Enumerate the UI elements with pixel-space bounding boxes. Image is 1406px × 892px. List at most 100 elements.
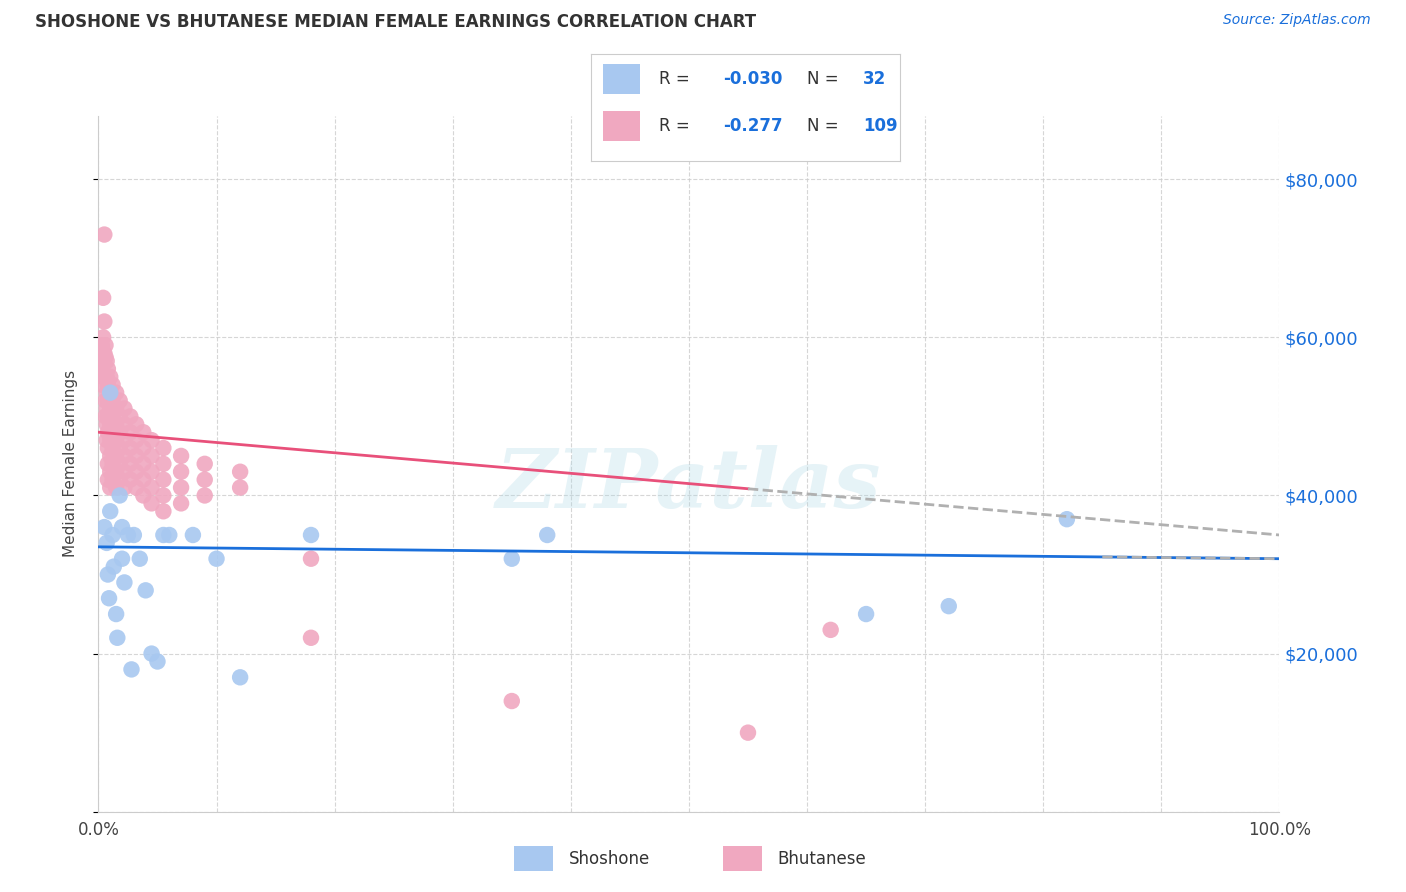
Point	[141, 465, 163, 479]
Point	[125, 465, 148, 479]
Point	[94, 370, 117, 384]
Point	[108, 409, 131, 424]
Point	[132, 488, 155, 502]
Point	[855, 607, 877, 621]
Point	[125, 481, 148, 495]
Point	[91, 291, 114, 305]
Point	[98, 370, 121, 384]
Point	[98, 449, 121, 463]
Point	[501, 551, 523, 566]
Point	[132, 473, 155, 487]
Point	[170, 481, 193, 495]
Point	[97, 441, 120, 455]
Point	[122, 528, 145, 542]
Point	[146, 655, 169, 669]
Point	[820, 623, 842, 637]
Point	[91, 366, 114, 380]
Point	[97, 425, 120, 440]
Point	[96, 417, 118, 432]
Point	[157, 528, 180, 542]
Point	[101, 473, 124, 487]
Text: ZIPatlas: ZIPatlas	[496, 445, 882, 524]
Point	[91, 358, 114, 372]
Text: R =: R =	[658, 70, 695, 88]
Point	[111, 520, 134, 534]
Point	[194, 473, 217, 487]
Bar	[603, 112, 640, 141]
Point	[91, 346, 114, 360]
Point	[96, 370, 118, 384]
Point	[111, 551, 134, 566]
Point	[98, 465, 121, 479]
Point	[91, 370, 114, 384]
Point	[91, 377, 114, 392]
Point	[93, 370, 115, 384]
Point	[97, 393, 120, 408]
Point	[101, 441, 124, 455]
Point	[98, 504, 121, 518]
Point	[94, 350, 117, 364]
Point	[98, 385, 121, 400]
Point	[141, 433, 163, 447]
Point	[98, 591, 121, 606]
Text: Shoshone: Shoshone	[569, 849, 651, 868]
Point	[141, 647, 163, 661]
Point	[101, 377, 124, 392]
Point	[125, 417, 148, 432]
Point	[98, 385, 121, 400]
Point	[229, 670, 252, 684]
Point	[132, 425, 155, 440]
Point	[101, 393, 124, 408]
Point	[117, 528, 139, 542]
Text: N =: N =	[807, 70, 844, 88]
Point	[108, 441, 131, 455]
Point	[194, 488, 217, 502]
Point	[93, 227, 115, 242]
Point	[181, 528, 204, 542]
Point	[229, 465, 252, 479]
Point	[108, 425, 131, 440]
Point	[96, 385, 118, 400]
Point	[97, 567, 120, 582]
Point	[152, 488, 174, 502]
Point	[101, 457, 124, 471]
Point	[120, 409, 142, 424]
Point	[135, 583, 157, 598]
Point	[98, 401, 121, 416]
Point	[205, 551, 228, 566]
Text: -0.030: -0.030	[724, 70, 783, 88]
Point	[96, 433, 118, 447]
Point	[170, 496, 193, 510]
Point	[170, 465, 193, 479]
Text: Source: ZipAtlas.com: Source: ZipAtlas.com	[1223, 13, 1371, 28]
Point	[97, 473, 120, 487]
Point	[112, 401, 135, 416]
Point	[105, 385, 128, 400]
Point	[120, 457, 142, 471]
Point	[91, 354, 114, 368]
Point	[938, 599, 960, 614]
Bar	[603, 64, 640, 95]
Point	[125, 433, 148, 447]
Text: Bhutanese: Bhutanese	[778, 849, 866, 868]
Point	[112, 433, 135, 447]
Point	[141, 449, 163, 463]
Point	[152, 504, 174, 518]
Point	[120, 473, 142, 487]
Point	[152, 457, 174, 471]
Point	[112, 465, 135, 479]
Point	[96, 401, 118, 416]
Text: 32: 32	[863, 70, 886, 88]
Text: 109: 109	[863, 118, 897, 136]
Point	[101, 425, 124, 440]
Point	[229, 481, 252, 495]
Point	[1056, 512, 1078, 526]
Point	[152, 441, 174, 455]
Point	[112, 481, 135, 495]
Point	[91, 330, 114, 344]
Text: SHOSHONE VS BHUTANESE MEDIAN FEMALE EARNINGS CORRELATION CHART: SHOSHONE VS BHUTANESE MEDIAN FEMALE EARN…	[35, 13, 756, 31]
Point	[105, 465, 128, 479]
Point	[112, 417, 135, 432]
Point	[101, 409, 124, 424]
Point	[737, 725, 759, 739]
